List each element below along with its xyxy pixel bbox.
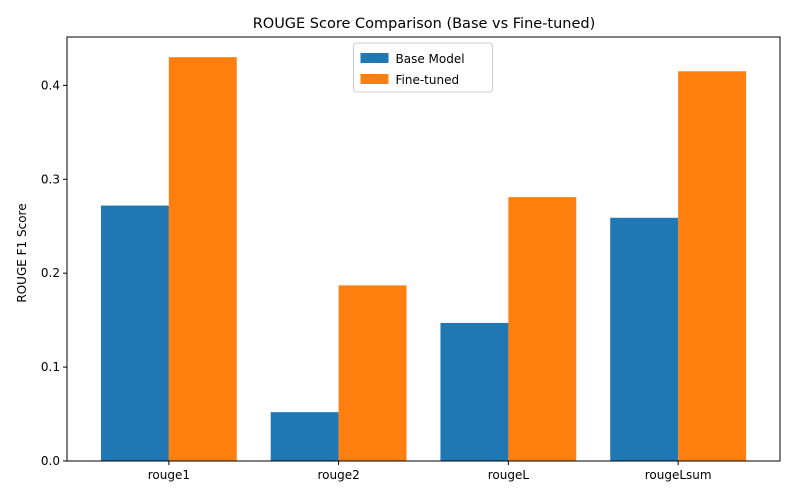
y-tick-label: 0.1 [41, 360, 60, 374]
bar-base-model-rouge2 [270, 412, 339, 461]
y-tick-label: 0.4 [41, 78, 60, 92]
chart-title: ROUGE Score Comparison (Base vs Fine-tun… [253, 16, 596, 32]
legend-swatch [360, 74, 389, 84]
x-tick-label: rougeL [488, 468, 530, 482]
legend-swatch [360, 53, 389, 63]
bar-base-model-rougeL [440, 322, 509, 461]
x-tick-label: rouge2 [317, 468, 359, 482]
y-tick-label: 0.3 [41, 172, 60, 186]
bar-fine-tuned-rouge1 [168, 57, 237, 461]
bar-fine-tuned-rouge2 [338, 285, 407, 461]
bar-fine-tuned-rougeL [508, 197, 577, 461]
y-tick-label: 0.2 [41, 266, 60, 280]
y-axis: 0.0 0.1 0.2 0.3 0.4 [41, 78, 67, 468]
legend-label: Fine-tuned [396, 73, 460, 87]
x-axis: rouge1 rouge2 rougeL rougeLsum [148, 461, 712, 482]
x-tick-label: rouge1 [148, 468, 190, 482]
bar-fine-tuned-rougeLsum [678, 71, 747, 461]
plot-frame [66, 36, 781, 462]
y-axis-label: ROUGE F1 Score [15, 203, 29, 302]
bars-group [100, 57, 747, 461]
legend-label: Base Model [396, 52, 465, 66]
x-tick-label: rougeLsum [645, 468, 712, 482]
bar-base-model-rouge1 [100, 205, 169, 461]
y-tick-label: 0.0 [41, 454, 60, 468]
legend: Base Model Fine-tuned [353, 42, 493, 93]
bar-base-model-rougeLsum [610, 217, 679, 461]
